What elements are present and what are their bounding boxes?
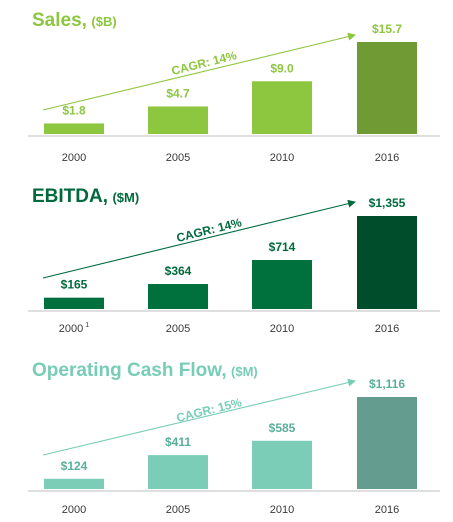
tick-label: 2016: [375, 504, 399, 516]
bar-2010: [252, 81, 312, 134]
sales-title-text: Sales,: [32, 10, 87, 31]
bar-2005: [148, 284, 208, 309]
cagr-arrow: [42, 199, 356, 279]
value-label: $714: [269, 240, 296, 254]
tick-label: 2010: [270, 323, 294, 335]
value-label: $364: [165, 264, 192, 278]
bar-2016: [357, 216, 417, 309]
value-label: $4.7: [166, 86, 190, 100]
tick-label: 2000 1: [59, 322, 89, 335]
bar-2005: [148, 106, 208, 134]
ebitda-title-unit: ($M): [112, 190, 140, 205]
bar-2016: [357, 397, 417, 489]
ebitda-title-text: EBITDA,: [32, 186, 108, 207]
tick-label: 2000: [62, 152, 86, 164]
sales-chart: $1.8 $4.7 $9.0 $15.7 2000 2005 2010 2016 CAGR: 1…: [28, 22, 440, 164]
cagr-annotation: CAGR: 15%: [175, 395, 243, 425]
ocf-title-unit: ($M): [231, 364, 258, 379]
tick-label: 2016: [375, 323, 399, 335]
value-label: $1,355: [369, 196, 406, 210]
ocf-title-text: Operating Cash Flow,: [32, 360, 227, 381]
value-label: $15.7: [372, 22, 402, 36]
bar-2016: [357, 42, 417, 134]
value-label: $1,116: [369, 377, 405, 391]
bar-2010: [252, 440, 312, 489]
bar-2010: [252, 259, 312, 309]
cagr-annotation: CAGR: 14%: [170, 48, 238, 78]
value-label: $124: [61, 459, 88, 473]
ocf-title: Operating Cash Flow, ($M): [32, 360, 258, 382]
bar-2000: [44, 478, 104, 489]
cagr-annotation: CAGR: 14%: [175, 215, 243, 245]
tick-label: 2005: [166, 323, 190, 335]
tick-label: 2005: [166, 152, 190, 164]
ocf-chart: $124 $411 $585 $1,116 2000 2005 2010 2016 CAGR: …: [28, 377, 440, 516]
tick-label: 2016: [375, 152, 399, 164]
ebitda-chart: $165 $364 $714 $1,355 2000 1 2005 2010 2016 CAGR:…: [28, 196, 440, 335]
tick-label: 2010: [270, 504, 294, 516]
sales-title: Sales, ($B): [32, 10, 117, 32]
ebitda-title: EBITDA, ($M): [32, 186, 139, 208]
tick-footnote-marker: 1: [85, 322, 89, 329]
value-label: $411: [165, 435, 191, 449]
value-label: $9.0: [270, 61, 294, 75]
bar-2000: [44, 297, 104, 309]
tick-label: 2000: [62, 504, 86, 516]
bar-2005: [148, 455, 208, 489]
value-label: $1.8: [62, 103, 86, 117]
tick-label: 2005: [166, 504, 190, 516]
bar-2000: [44, 123, 104, 134]
sales-title-unit: ($B): [91, 14, 117, 29]
value-label: $585: [269, 421, 296, 435]
cagr-arrow: [42, 32, 356, 111]
value-label: $165: [61, 278, 88, 292]
tick-label: 2010: [270, 152, 294, 164]
cagr-arrow: [42, 378, 356, 456]
